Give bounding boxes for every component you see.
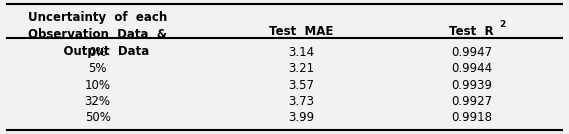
Text: 0%: 0% (88, 46, 107, 59)
Text: 3.73: 3.73 (288, 95, 315, 108)
Text: Uncertainty  of  each
Observation  Data  &
    Output  Data: Uncertainty of each Observation Data & O… (28, 11, 167, 58)
Text: 0.9944: 0.9944 (451, 62, 492, 75)
Text: 3.21: 3.21 (288, 62, 315, 75)
Text: Test  R: Test R (449, 25, 494, 38)
Text: 10%: 10% (85, 79, 110, 92)
Text: 0.9947: 0.9947 (451, 46, 492, 59)
Text: 0.9939: 0.9939 (451, 79, 492, 92)
Text: 5%: 5% (88, 62, 107, 75)
Text: 32%: 32% (85, 95, 110, 108)
Text: 0.9918: 0.9918 (451, 111, 492, 124)
Text: 3.99: 3.99 (288, 111, 315, 124)
Text: 50%: 50% (85, 111, 110, 124)
Text: 2: 2 (500, 20, 506, 29)
Text: 3.57: 3.57 (288, 79, 315, 92)
Text: Test  MAE: Test MAE (269, 25, 333, 38)
Text: 3.14: 3.14 (288, 46, 315, 59)
Text: 0.9927: 0.9927 (451, 95, 492, 108)
